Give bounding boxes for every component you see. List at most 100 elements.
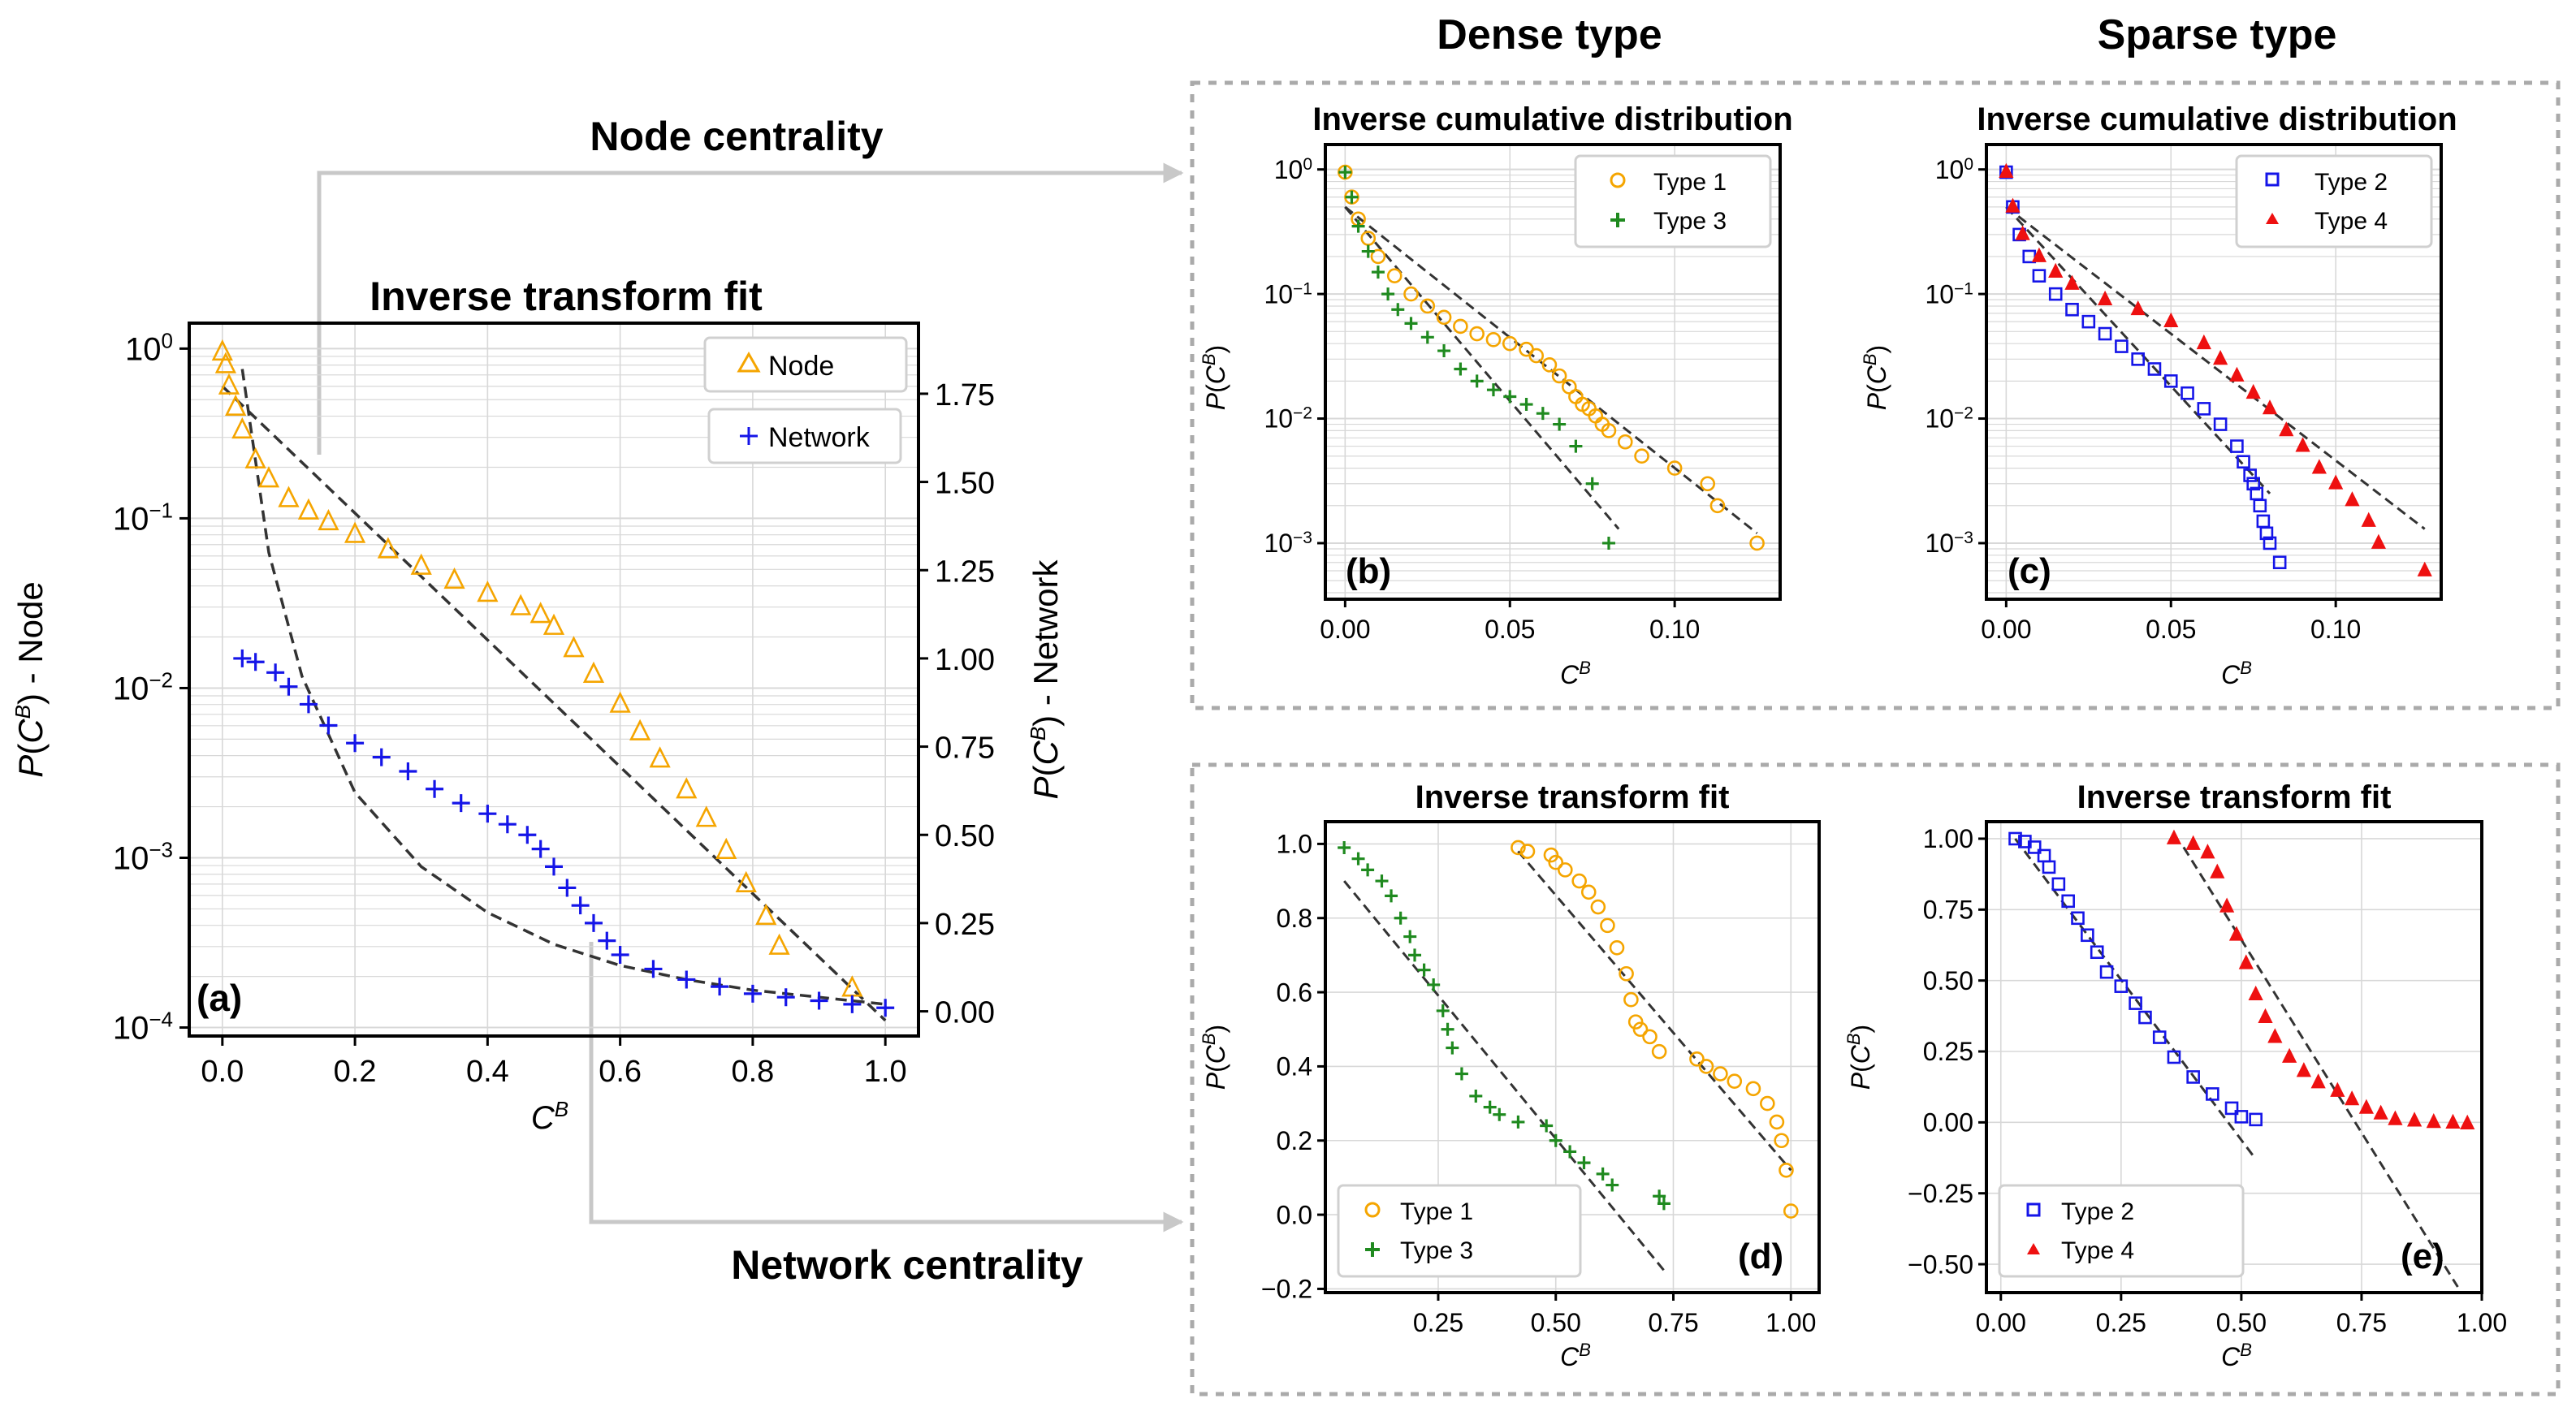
e-type2-point <box>2071 911 2085 926</box>
a-fit-lines <box>221 369 887 1022</box>
d-type3-point <box>1653 1189 1666 1203</box>
d-type1-point <box>1774 1133 1789 1149</box>
e-x-tick-label: 1.00 <box>2457 1308 2507 1337</box>
c-type4-point <box>2130 300 2146 316</box>
d-fit-line-2 <box>1343 880 1666 1271</box>
c-type4-point <box>2328 474 2344 490</box>
a-y-right-tick-label: 1.25 <box>935 555 995 589</box>
d-type3-point <box>1375 874 1389 888</box>
d-legend-box <box>1337 1184 1582 1278</box>
a-legend-node-box <box>703 336 908 393</box>
d-fit-line-1 <box>1517 850 1792 1172</box>
a-node-point <box>443 567 465 589</box>
a-x-tick-label: 0.2 <box>334 1055 377 1089</box>
a-network-point <box>876 999 895 1017</box>
a-node-point <box>297 498 320 520</box>
a-network-point <box>558 879 577 897</box>
a-node-point <box>529 602 551 624</box>
e-type2-point <box>2138 1010 2152 1025</box>
a-network-point <box>319 716 338 735</box>
c-plot-frame <box>1985 143 2443 601</box>
c-type2-point <box>2032 269 2047 283</box>
c-type2-point <box>2259 526 2274 541</box>
e-type4-point <box>2282 1047 2297 1063</box>
a-node-point <box>768 933 790 955</box>
d-type1-point <box>1619 965 1634 982</box>
a-node-point <box>377 537 400 559</box>
c-title: Inverse cumulative distribution <box>1977 101 2457 137</box>
e-type4-point <box>2358 1099 2374 1114</box>
b-y-tick-label: 10−1 <box>1264 279 1312 309</box>
e-y-axis-label: P(CB) <box>1843 1025 1876 1090</box>
b-type3-point <box>1381 287 1395 301</box>
d-type3-point <box>1596 1167 1610 1181</box>
e-type4-point <box>2219 897 2235 913</box>
d-x-axis-label: CB <box>1560 1340 1591 1372</box>
c-type4-point <box>1999 162 2014 179</box>
d-type1-point <box>1623 991 1639 1008</box>
e-type2-point <box>2114 979 2129 993</box>
c-type4-point <box>2361 512 2376 527</box>
a-node-point <box>244 447 266 468</box>
b-type1-point <box>1360 231 1377 246</box>
b-legend-type1-marker <box>1610 172 1626 188</box>
d-type1-point <box>1727 1073 1743 1089</box>
a-network-point <box>346 734 365 753</box>
a-legend-node: Node <box>703 336 908 393</box>
b-type3-point <box>1601 536 1615 550</box>
d-panel-label: (d) <box>1738 1237 1783 1276</box>
c-fit-lines <box>2005 205 2426 530</box>
b-series-type3 <box>1338 166 1615 550</box>
c-type2-point <box>2131 352 2145 366</box>
d-x-tick-label: 1.00 <box>1766 1308 1816 1337</box>
b-type3-point <box>1361 244 1375 258</box>
a-legend-node-marker <box>737 351 761 373</box>
a-node-point <box>477 581 499 602</box>
c-type4-point <box>2279 421 2294 437</box>
b-type1-point <box>1666 460 1683 476</box>
e-type2-point <box>2090 945 2104 960</box>
d-type3-point <box>1493 1107 1506 1121</box>
b-type1-point <box>1528 348 1545 364</box>
b-type3-point <box>1470 374 1484 388</box>
c-x-ticks: 0.00 0.05 0.10 <box>1981 599 2361 644</box>
b-y-tick-label: 100 <box>1274 154 1312 184</box>
c-x-tick-label: 0.10 <box>2310 615 2361 644</box>
panel-a: 0.0 0.2 0.4 0.6 0.8 1.0 100 10−1 10−2 10−3 10−4 1… <box>11 274 1065 1136</box>
c-type2-point <box>2081 314 2096 329</box>
b-type3-point <box>1351 219 1365 233</box>
b-type1-point <box>1617 434 1633 450</box>
b-type3-point <box>1437 344 1451 358</box>
c-y-axis-label: P(CB) <box>1860 345 1892 410</box>
c-type2-point <box>2243 468 2257 482</box>
d-type3-point <box>1563 1145 1577 1159</box>
d-type1-point <box>1609 939 1625 956</box>
d-type1-point <box>1642 1029 1658 1045</box>
c-x-tick-label: 0.05 <box>2146 615 2196 644</box>
c-type2-point <box>2115 339 2129 353</box>
e-y-tick-label: 1.00 <box>1923 824 1973 853</box>
b-y-ticks: 100 10−1 10−2 10−3 <box>1264 154 1325 558</box>
d-series-type3 <box>1338 840 1671 1211</box>
d-legend-type3-label: Type 3 <box>1400 1237 1473 1264</box>
e-type4-point <box>2426 1113 2441 1129</box>
c-legend-type4-label: Type 4 <box>2315 208 2388 235</box>
c-y-tick-label: 10−1 <box>1925 279 1973 309</box>
d-type3-point <box>1606 1178 1619 1192</box>
e-legend-type4-marker <box>2027 1243 2040 1254</box>
e-type4-point <box>2388 1110 2403 1125</box>
d-type3-point <box>1511 1115 1525 1129</box>
a-node-point <box>676 777 698 799</box>
a-network-point <box>711 978 729 996</box>
d-series-type1 <box>1511 840 1799 1219</box>
d-legend-type1-label: Type 1 <box>1400 1198 1473 1225</box>
e-type2-point <box>2186 1070 2200 1084</box>
b-type3-point <box>1503 390 1517 404</box>
b-type1-point <box>1453 318 1468 335</box>
e-legend: Type 2 Type 4 <box>1998 1184 2245 1278</box>
d-type3-point <box>1657 1197 1671 1211</box>
e-legend-box <box>1998 1184 2245 1278</box>
e-type4-point <box>2228 926 2245 941</box>
e-y-tick-label: 0.50 <box>1923 966 1973 995</box>
c-type4-point <box>2345 491 2360 507</box>
